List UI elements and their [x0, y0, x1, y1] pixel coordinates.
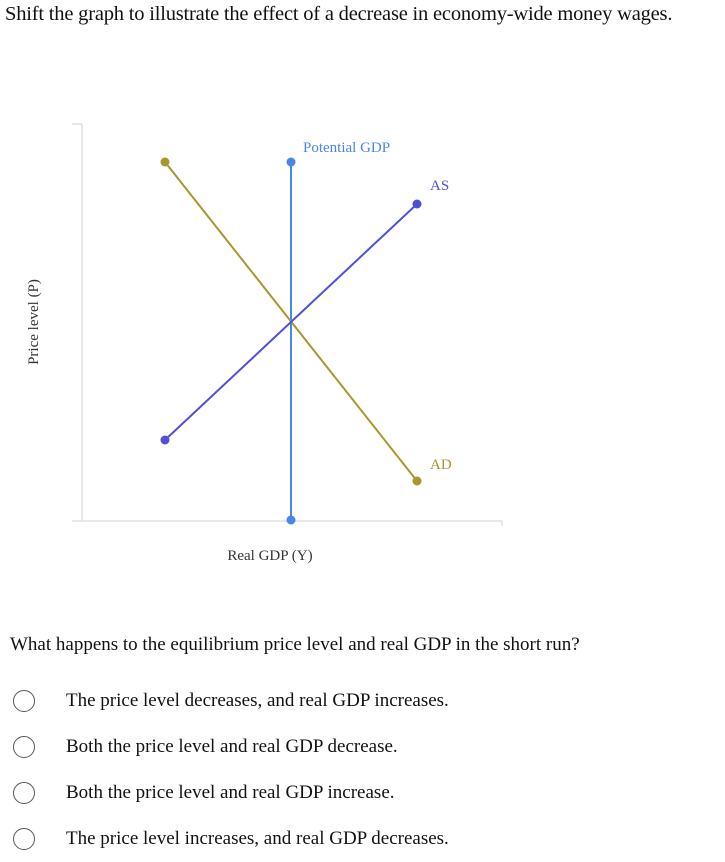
- radio-button[interactable]: [13, 690, 35, 712]
- potential-gdp-bottom-handle[interactable]: [286, 515, 296, 525]
- radio-button[interactable]: [13, 828, 35, 850]
- y-axis-label: Price level (P): [26, 279, 42, 365]
- ad-top-handle[interactable]: [160, 157, 170, 167]
- answer-options: The price level decreases, and real GDP …: [0, 678, 725, 862]
- radio-button[interactable]: [13, 782, 35, 804]
- potential-gdp-top-handle[interactable]: [286, 157, 296, 167]
- answer-option-label: The price level increases, and real GDP …: [66, 828, 449, 849]
- answer-option-label: Both the price level and real GDP decrea…: [66, 736, 398, 757]
- instruction-text: Shift the graph to illustrate the effect…: [5, 3, 673, 25]
- as-label: AS: [430, 178, 449, 194]
- answer-option-label: Both the price level and real GDP increa…: [66, 782, 395, 803]
- answer-option[interactable]: Both the price level and real GDP increa…: [0, 770, 725, 816]
- as-bottom-handle[interactable]: [160, 435, 170, 445]
- as-top-handle[interactable]: [412, 199, 422, 209]
- answer-option[interactable]: The price level decreases, and real GDP …: [0, 678, 725, 724]
- ad-label: AD: [430, 457, 452, 473]
- graph-area[interactable]: Price level (P) Real GDP (Y) Potential G…: [0, 0, 725, 600]
- potential-gdp-label: Potential GDP: [303, 140, 390, 156]
- answer-option[interactable]: Both the price level and real GDP decrea…: [0, 724, 725, 770]
- radio-button[interactable]: [13, 736, 35, 758]
- as-curve-line[interactable]: [164, 203, 418, 441]
- answer-option[interactable]: The price level increases, and real GDP …: [0, 816, 725, 862]
- x-axis-label: Real GDP (Y): [227, 548, 312, 564]
- answer-option-label: The price level decreases, and real GDP …: [66, 690, 449, 711]
- ad-bottom-handle[interactable]: [412, 476, 422, 486]
- question-text: What happens to the equilibrium price le…: [10, 634, 580, 655]
